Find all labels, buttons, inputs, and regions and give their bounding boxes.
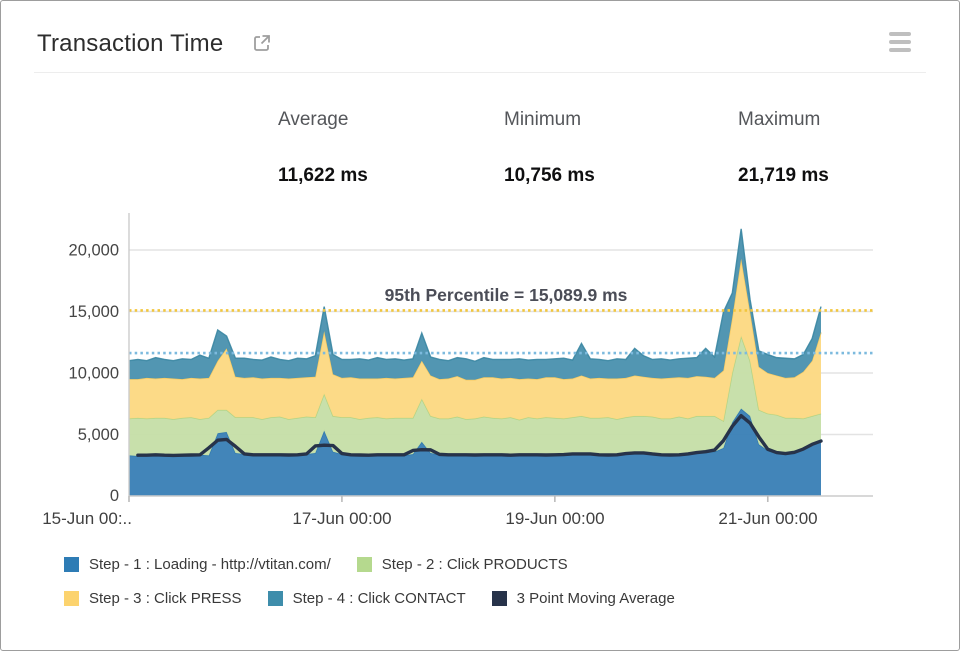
legend-label-step-1: Step - 1 : Loading - http://vtitan.com/ bbox=[89, 556, 331, 573]
percentile-annotation: 95th Percentile = 15,089.9 ms bbox=[385, 285, 628, 305]
stat-average: Average 11,622 ms bbox=[278, 109, 478, 187]
legend-item-step-4[interactable]: Step - 4 : Click CONTACT bbox=[267, 590, 466, 607]
legend-label-step-3: Step - 3 : Click PRESS bbox=[89, 590, 242, 607]
legend-item-moving-average[interactable]: 3 Point Moving Average bbox=[491, 590, 675, 607]
stat-maximum-label: Maximum bbox=[738, 109, 821, 130]
stat-minimum: Minimum 10,756 ms bbox=[504, 109, 704, 187]
y-tick-5000: 5,000 bbox=[78, 426, 119, 444]
legend-swatch-step-2 bbox=[356, 557, 372, 572]
x-tick-17-jun: 17-Jun 00:00 bbox=[292, 509, 391, 528]
stat-average-label: Average bbox=[278, 109, 349, 130]
legend-label-moving-average: 3 Point Moving Average bbox=[516, 590, 675, 607]
legend-swatch-step-1 bbox=[64, 557, 79, 572]
x-tick-19-jun: 19-Jun 00:00 bbox=[505, 509, 604, 528]
legend-label-step-2: Step - 2 : Click PRODUCTS bbox=[381, 556, 568, 573]
stat-average-value: 11,622 ms bbox=[278, 165, 368, 186]
y-tick-10000: 10,000 bbox=[69, 365, 119, 383]
axes bbox=[128, 213, 873, 502]
threshold-lines bbox=[129, 309, 873, 355]
legend-label-step-4: Step - 4 : Click CONTACT bbox=[292, 590, 466, 607]
legend-item-step-2[interactable]: Step - 2 : Click PRODUCTS bbox=[356, 556, 568, 573]
stat-maximum-value: 21,719 ms bbox=[738, 165, 829, 186]
stat-minimum-label: Minimum bbox=[504, 109, 582, 130]
card-header: Transaction Time bbox=[1, 1, 959, 73]
page-title: Transaction Time bbox=[37, 30, 224, 57]
stat-maximum: Maximum 21,719 ms bbox=[738, 109, 938, 187]
moving-average-line bbox=[136, 413, 823, 458]
header-divider bbox=[34, 72, 926, 73]
legend-swatch-step-3 bbox=[64, 591, 79, 606]
legend-swatch-moving-average bbox=[491, 591, 507, 606]
external-link-icon[interactable] bbox=[253, 34, 271, 52]
x-tick-21-jun: 21-Jun 00:00 bbox=[718, 509, 817, 528]
y-tick-20000: 20,000 bbox=[69, 242, 119, 260]
legend-item-step-1[interactable]: Step - 1 : Loading - http://vtitan.com/ bbox=[64, 556, 331, 573]
x-tick-15-jun: 15-Jun 00:.. bbox=[42, 509, 132, 528]
legend-swatch-step-4 bbox=[267, 591, 283, 606]
stat-minimum-value: 10,756 ms bbox=[504, 165, 595, 186]
chart-legend: Step - 1 : Loading - http://vtitan.com/ … bbox=[64, 556, 701, 624]
y-tick-15000: 15,000 bbox=[69, 303, 119, 321]
hamburger-menu-icon[interactable] bbox=[889, 32, 911, 52]
legend-item-step-3[interactable]: Step - 3 : Click PRESS bbox=[64, 590, 242, 607]
y-tick-0: 0 bbox=[110, 487, 119, 505]
